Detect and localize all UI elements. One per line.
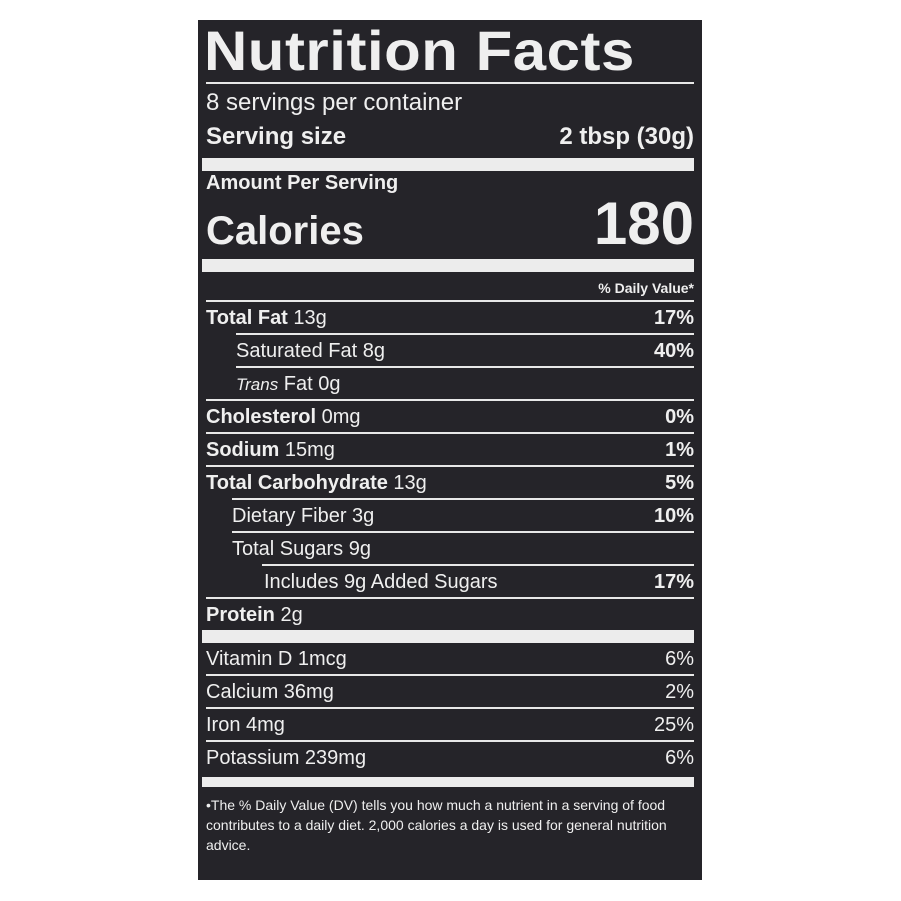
serving-size-label: Serving size xyxy=(206,123,347,150)
nutrient-row-dietary-fiber: Dietary Fiber 3g 10% xyxy=(206,500,694,531)
nutrient-amount: Fat 0g xyxy=(278,373,341,395)
nutrient-row-trans-fat: Trans Fat 0g xyxy=(206,368,694,399)
amount-per-serving: Amount Per Serving xyxy=(206,172,399,194)
nutrient-dv: 0% xyxy=(665,406,694,428)
nutrient-amount: 2g xyxy=(274,604,303,626)
divider xyxy=(236,366,694,368)
daily-value-footnote: •The % Daily Value (DV) tells you how mu… xyxy=(206,797,667,853)
nutrient-name: Total Carbohydrate xyxy=(206,472,388,494)
nutrient-row-cholesterol: Cholesterol 0mg 0% xyxy=(206,401,694,432)
nutrient-dv: 10% xyxy=(653,505,694,527)
calories-row: Calories 180 xyxy=(206,193,694,255)
thick-divider xyxy=(202,630,694,643)
nutrient-dv: 17% xyxy=(653,307,694,329)
divider xyxy=(206,399,694,401)
nutrient-amount: 0mg xyxy=(316,406,361,428)
nutrient-name: Total Fat xyxy=(206,307,288,329)
vitamin-name: Iron 4mg xyxy=(206,714,285,736)
label-title: Nutrition Facts xyxy=(204,19,635,82)
nutrient-name: Sodium xyxy=(206,439,280,461)
calories-value: 180 xyxy=(593,190,694,257)
vitamin-row-iron: Iron 4mg 25% xyxy=(206,709,694,740)
nutrient-dv: 5% xyxy=(665,472,694,494)
serving-size-row: Serving size 2 tbsp (30g) xyxy=(206,118,694,158)
divider xyxy=(206,707,694,709)
divider xyxy=(232,531,694,533)
nutrient-name: Protein xyxy=(206,604,275,626)
nutrient-row-sodium: Sodium 15mg 1% xyxy=(206,434,694,465)
nutrient-dv: 17% xyxy=(653,571,694,593)
divider xyxy=(206,82,694,84)
nutrient-dv: 40% xyxy=(653,340,694,362)
nutrient-row-added-sugars: Includes 9g Added Sugars 17% xyxy=(206,566,694,597)
divider xyxy=(206,597,694,599)
nutrient-amount: 15mg xyxy=(279,439,335,461)
divider xyxy=(206,300,694,302)
vitamin-name: Calcium 36mg xyxy=(206,681,334,703)
calories-label: Calories xyxy=(206,209,364,253)
nutrient-name: Includes 9g Added Sugars xyxy=(264,571,498,593)
nutrient-amount: 13g xyxy=(387,472,427,494)
vitamin-name: Potassium 239mg xyxy=(206,747,367,769)
nutrient-name: Cholesterol xyxy=(206,406,317,428)
divider xyxy=(206,674,694,676)
thick-divider xyxy=(202,777,694,787)
vitamin-row-vitamin-d: Vitamin D 1mcg 6% xyxy=(206,643,694,674)
nutrient-name: Trans xyxy=(236,375,279,394)
divider xyxy=(232,498,694,500)
nutrient-row-protein: Protein 2g xyxy=(206,599,694,630)
divider xyxy=(206,432,694,434)
divider xyxy=(236,333,694,335)
divider xyxy=(262,564,694,566)
nutrient-name: Saturated Fat 8g xyxy=(236,340,385,362)
thick-divider xyxy=(202,259,694,272)
vitamin-name: Vitamin D 1mcg xyxy=(206,648,347,670)
nutrient-name: Total Sugars 9g xyxy=(232,538,371,560)
vitamin-row-potassium: Potassium 239mg 6% xyxy=(206,742,694,773)
serving-size-value: 2 tbsp (30g) xyxy=(559,123,694,150)
nutrient-row-saturated-fat: Saturated Fat 8g 40% xyxy=(206,335,694,366)
daily-value-header: % Daily Value* xyxy=(598,280,694,296)
vitamin-dv: 25% xyxy=(653,714,694,736)
nutrient-row-total-carbohydrate: Total Carbohydrate 13g 5% xyxy=(206,467,694,498)
nutrient-amount: 13g xyxy=(287,307,327,329)
nutrient-name: Dietary Fiber 3g xyxy=(232,505,375,527)
nutrient-dv: 1% xyxy=(665,439,694,461)
thick-divider xyxy=(202,158,694,171)
servings-per-container: 8 servings per container xyxy=(206,89,463,116)
vitamin-dv: 2% xyxy=(665,681,694,703)
nutrition-facts-label: Nutrition Facts 8 servings per container… xyxy=(198,20,702,880)
vitamin-dv: 6% xyxy=(665,648,694,670)
vitamin-dv: 6% xyxy=(665,747,694,769)
nutrient-row-total-fat: Total Fat 13g 17% xyxy=(206,302,694,333)
divider xyxy=(206,740,694,742)
nutrient-row-total-sugars: Total Sugars 9g xyxy=(206,533,694,564)
divider xyxy=(206,465,694,467)
vitamin-row-calcium: Calcium 36mg 2% xyxy=(206,676,694,707)
